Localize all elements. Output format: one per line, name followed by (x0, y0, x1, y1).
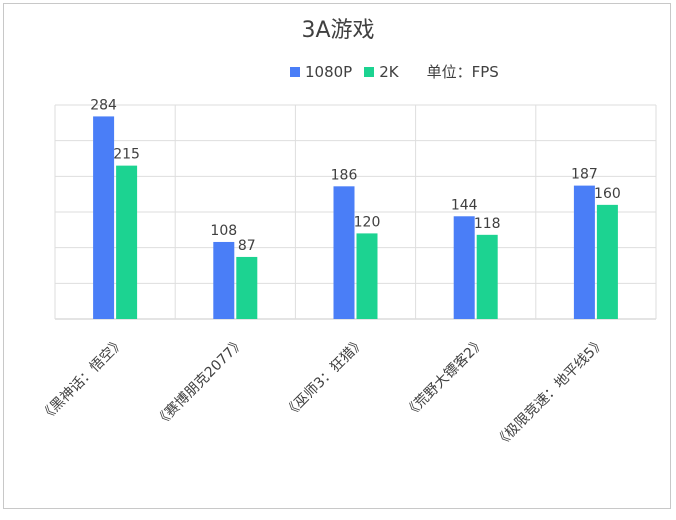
data-label-1080p-2: 108 (210, 223, 237, 239)
data-label-1080p-5: 187 (571, 167, 598, 183)
bar-2k-4 (476, 234, 498, 319)
data-label-2k-5: 160 (594, 186, 621, 202)
legend-label-1080p: 1080P (305, 62, 353, 81)
bar-1080p-4 (453, 216, 475, 319)
category-label-2: 《赛博朋克2077》 (152, 334, 249, 431)
chart-title: 3A游戏 (301, 18, 375, 43)
bar-1080p-2 (213, 241, 235, 319)
category-label-4: 《荒野大镖客2》 (401, 334, 489, 422)
category-label-1: 《黑神话：悟空》 (37, 335, 128, 426)
bar-1080p-1 (93, 116, 115, 319)
unit-label: 单位：FPS (426, 63, 499, 81)
legend-item-1080p: 1080P (290, 63, 352, 81)
data-label-1080p-1: 284 (90, 97, 117, 113)
bar-2k-5 (596, 204, 618, 319)
data-label-1080p-4: 144 (451, 197, 478, 213)
legend: 1080P 2K 单位：FPS (290, 61, 499, 82)
data-label-2k-2: 87 (238, 238, 256, 254)
legend-item-2k: 2K (364, 62, 399, 81)
category-label-5: 《极限竞速：地平线5》 (491, 334, 608, 451)
data-label-2k-3: 120 (354, 214, 381, 230)
category-label-3: 《巫师3：狂猎》 (281, 335, 368, 422)
data-label-1080p-3: 186 (331, 167, 358, 183)
bar-1080p-3 (333, 186, 355, 319)
bar-1080p-5 (573, 185, 595, 319)
bar-2k-1 (116, 165, 138, 319)
bar-2k-3 (356, 233, 378, 319)
bar-2k-2 (236, 256, 258, 319)
legend-swatch-2k (364, 66, 375, 77)
data-label-2k-4: 118 (474, 216, 501, 232)
legend-swatch-1080p (290, 66, 300, 77)
data-label-2k-1: 215 (113, 147, 140, 163)
legend-label-2k: 2K (379, 62, 399, 81)
